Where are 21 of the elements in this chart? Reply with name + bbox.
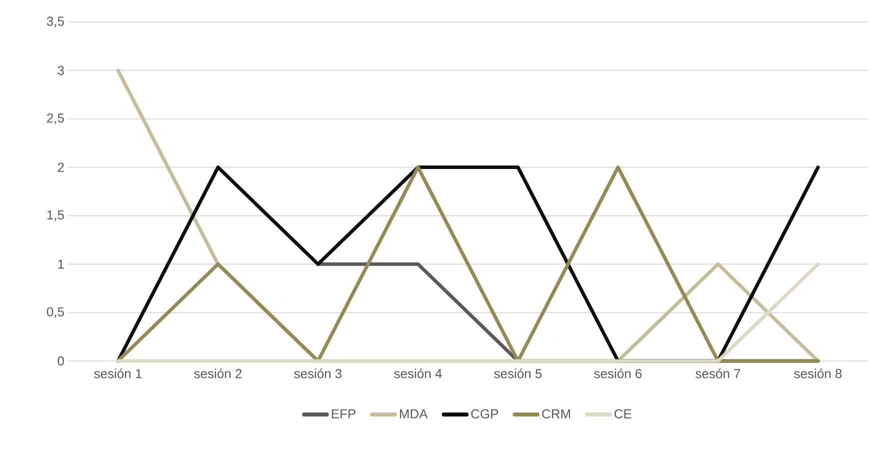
legend-label: CGP	[471, 409, 498, 418]
y-tick-label: 3	[58, 66, 64, 76]
legend-label: MDA	[400, 409, 428, 418]
legend-label: EFP	[332, 409, 356, 418]
x-tick-label: sesón 7	[696, 368, 740, 378]
x-tick-label: sesión 2	[194, 368, 242, 378]
y-tick-label: 0,5	[46, 307, 64, 318]
y-tick-label: 2	[58, 162, 64, 172]
y-tick-label: 3,5	[46, 16, 64, 28]
y-tick-label: 1,5	[47, 210, 64, 222]
x-tick-label: sesión 6	[594, 368, 642, 378]
y-tick-label: 2,5	[47, 113, 64, 124]
legend-label: CE	[614, 409, 632, 418]
y-tick-label: 0	[58, 356, 64, 366]
x-tick-label: sesión 4	[394, 368, 442, 378]
x-tick-label: sesión 3	[294, 368, 342, 378]
y-tick-label: 1	[58, 260, 64, 269]
x-tick-label: sesión 5	[494, 368, 542, 378]
x-tick-label: sesión 8	[794, 368, 842, 378]
x-tick-label: sesión 1	[94, 368, 142, 378]
legend-label: CRM	[542, 409, 570, 418]
